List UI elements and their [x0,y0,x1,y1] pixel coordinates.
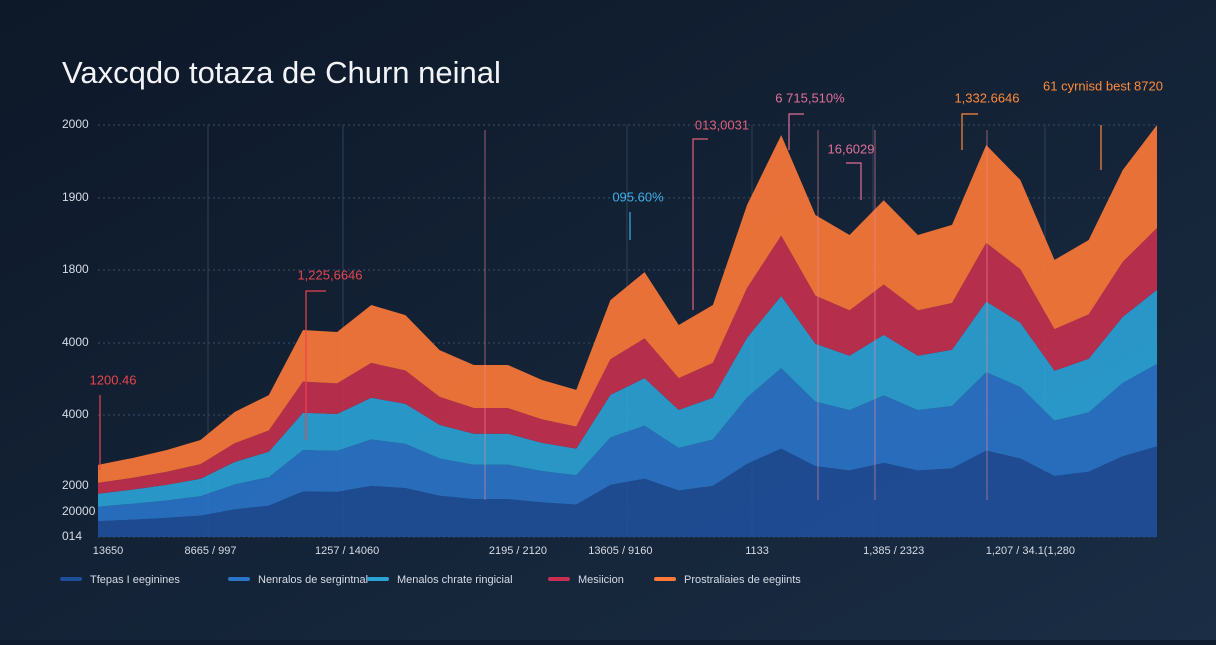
legend-swatch [367,577,389,581]
legend-swatch [228,577,250,581]
y-tick-label: 4000 [62,407,89,421]
legend-label: Nenralos de sergintnal [258,574,368,586]
legend-swatch [548,577,570,581]
x-tick-label: 13605 / 9160 [588,545,652,557]
x-tick-label: 13650 [93,545,124,557]
chart-title: Vaxcqdo totaza de Churn neinal [62,55,501,90]
area [98,446,1157,537]
annotation-leader [692,138,708,310]
annotation: 16,6029 [828,141,875,156]
annotation-leader [846,162,862,200]
x-tick-label: 1,207 / 34.1(1,280 [986,545,1075,557]
x-tick-label: 1,385 / 2323 [863,545,924,557]
annotation: 1,332.6646 [954,90,1019,105]
legend-label: Tfepas I eeginines [90,574,180,586]
legend-label: Menalos chrate ringicial [397,574,513,586]
annotation: 013,0031 [695,117,749,132]
area [98,228,1157,494]
area [98,289,1157,507]
annotation: 6 715,510% [775,90,845,105]
annotation-leader [961,113,978,150]
y-tick-label: 2000 [62,117,89,131]
legend-label: Mesiicion [578,574,624,586]
area [98,125,1157,483]
y-tick-label: 1800 [62,262,89,276]
area [98,363,1157,522]
y-tick-label: 20000 [62,504,96,518]
x-tick-label: 8665 / 997 [184,545,236,557]
x-tick-label: 2195 / 2120 [489,545,547,557]
y-tick-label: 014 [62,529,82,543]
legend-label: Prostraliaies de eegiints [684,574,801,586]
legend-swatch [60,577,82,581]
y-tick-label: 2000 [62,478,89,492]
y-tick-label: 4000 [62,335,89,349]
annotation-leader [788,113,804,150]
annotation: 095.60% [612,189,664,204]
annotation: 61 cyrnisd best 8720 [1043,78,1163,93]
x-tick-label: 1257 / 14060 [315,545,379,557]
legend-swatch [654,577,676,581]
annotation: 1,225,6646 [297,267,362,282]
x-tick-label: 1133 [745,545,769,557]
annotation-leader [305,290,326,440]
y-tick-label: 1900 [62,190,89,204]
annotation: 1200.46 [90,372,137,387]
